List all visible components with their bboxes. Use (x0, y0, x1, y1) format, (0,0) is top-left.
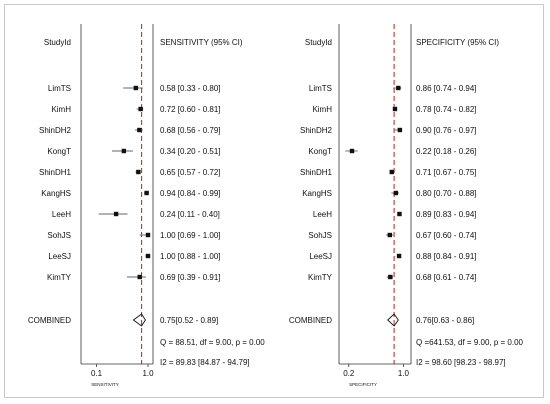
spec-metric-header: SPECIFICITY (95% CI) (416, 38, 499, 47)
spec-study-estimate-label: 0.88 [0.84 - 0.91] (416, 252, 477, 261)
sens-study-name: LeeSJ (48, 252, 71, 261)
sens-study-estimate-label: 0.24 [0.11 - 0.40] (160, 210, 220, 219)
spec-study-estimate-label: 0.90 [0.76 - 0.97] (416, 126, 477, 135)
spec-study-estimate-label: 0.89 [0.83 - 0.94] (416, 210, 477, 219)
spec-study-name: KangHS (302, 189, 332, 198)
sens-study-name: SohJS (47, 231, 71, 240)
sens-combined-estimate-label: 0.75[0.52 - 0.89] (160, 316, 218, 325)
sens-metric-header: SENSITIVITY (95% CI) (160, 38, 243, 47)
sens-x-tick-label: 0.1 (91, 369, 103, 378)
spec-study-point (388, 274, 393, 280)
spec-id-header: StudyId (305, 38, 332, 47)
sens-study-estimate-label: 0.94 [0.84 - 0.99] (160, 189, 221, 198)
sens-q-statistic: Q = 88.51, df = 9.00, p = 0.00 (160, 338, 265, 347)
sens-study-estimate-label: 0.69 [0.39 - 0.91] (160, 273, 221, 282)
sens-study-estimate-label: 0.72 [0.60 - 0.81] (160, 105, 221, 114)
spec-q-statistic: Q =641.53, df = 9.00, p = 0.00 (416, 338, 524, 347)
spec-x-tick-label: 0.2 (343, 369, 355, 378)
sens-study-name: LeeH (52, 210, 71, 219)
sens-study-point (137, 127, 142, 133)
spec-study-name: ShinDH1 (300, 168, 333, 177)
spec-study-estimate-label: 0.80 [0.70 - 0.88] (416, 189, 477, 198)
spec-combined-estimate-label: 0.76[0.63 - 0.86] (416, 316, 474, 325)
sens-study-name: ShinDH2 (39, 126, 72, 135)
sens-study-estimate-label: 0.34 [0.20 - 0.51] (160, 147, 221, 156)
sens-study-name: KimTY (47, 273, 72, 282)
spec-study-point (349, 148, 355, 154)
spec-study-estimate-label: 0.78 [0.74 - 0.82] (416, 105, 477, 114)
spec-study-point (397, 211, 402, 217)
spec-study-point (389, 169, 394, 175)
spec-i2-statistic: I2 = 98.60 [98.23 - 98.97] (416, 358, 506, 367)
sens-study-estimate-label: 0.58 [0.33 - 0.80] (160, 84, 221, 93)
spec-study-name: KimTY (308, 273, 333, 282)
spec-study-estimate-label: 0.68 [0.61 - 0.74] (416, 273, 477, 282)
sens-study-point (136, 169, 141, 175)
sens-study-name: KangHS (41, 189, 71, 198)
sens-study-point (145, 232, 151, 238)
spec-study-point (393, 190, 399, 196)
sens-study-name: ShinDH1 (39, 168, 72, 177)
forest-plot-figure: StudyId SENSITIVITY (95% CI) LimTS 0.58 [0.… (28, 24, 524, 387)
sens-study-point (113, 211, 119, 217)
sens-study-point (137, 274, 142, 280)
sens-study-estimate-label: 1.00 [0.88 - 1.00] (160, 252, 221, 261)
spec-study-point (396, 253, 402, 259)
sens-x-axis-label: SENSITIVITY (91, 382, 119, 387)
sens-combined-diamond (132, 313, 146, 327)
sens-study-name: LimTS (48, 84, 71, 93)
spec-study-point (396, 85, 401, 91)
sens-id-header: StudyId (44, 38, 71, 47)
sens-study-point (144, 190, 149, 196)
sens-study-estimate-label: 0.68 [0.56 - 0.79] (160, 126, 221, 135)
sens-study-point (145, 253, 151, 259)
spec-study-estimate-label: 0.22 [0.18 - 0.26] (416, 147, 477, 156)
sens-study-name: KimH (51, 105, 71, 114)
spec-x-axis-label: SPECIFICITY (349, 382, 377, 387)
spec-x-tick-label: 1.0 (398, 369, 410, 378)
sens-study-point (138, 106, 143, 112)
sens-i2-statistic: I2 = 89.83 [84.87 - 94.79] (160, 358, 250, 367)
spec-study-estimate-label: 0.71 [0.67 - 0.75] (416, 168, 477, 177)
sens-study-estimate-label: 0.65 [0.57 - 0.72] (160, 168, 221, 177)
spec-study-name: KongT (308, 147, 332, 156)
spec-study-name: LeeH (313, 210, 332, 219)
spec-study-name: LeeSJ (309, 252, 332, 261)
spec-study-name: LimTS (309, 84, 332, 93)
spec-study-name: SohJS (308, 231, 332, 240)
sens-combined-label: COMBINED (28, 316, 71, 325)
spec-study-estimate-label: 0.67 [0.60 - 0.74] (416, 231, 477, 240)
spec-combined-diamond (387, 313, 399, 327)
sens-study-name: KongT (47, 147, 71, 156)
sens-study-point (121, 148, 127, 154)
sens-study-estimate-label: 1.00 [0.69 - 1.00] (160, 231, 221, 240)
spec-study-point (392, 106, 398, 112)
spec-study-name: KimH (312, 105, 332, 114)
sens-study-point (133, 85, 139, 91)
spec-study-point (397, 127, 403, 133)
spec-study-name: ShinDH2 (300, 126, 333, 135)
sens-x-tick-label: 1.0 (142, 369, 154, 378)
figure-frame: StudyId SENSITIVITY (95% CI) LimTS 0.58 [0.… (4, 4, 544, 398)
spec-study-estimate-label: 0.86 [0.74 - 0.94] (416, 84, 477, 93)
spec-study-point (387, 232, 393, 238)
spec-combined-label: COMBINED (289, 316, 332, 325)
